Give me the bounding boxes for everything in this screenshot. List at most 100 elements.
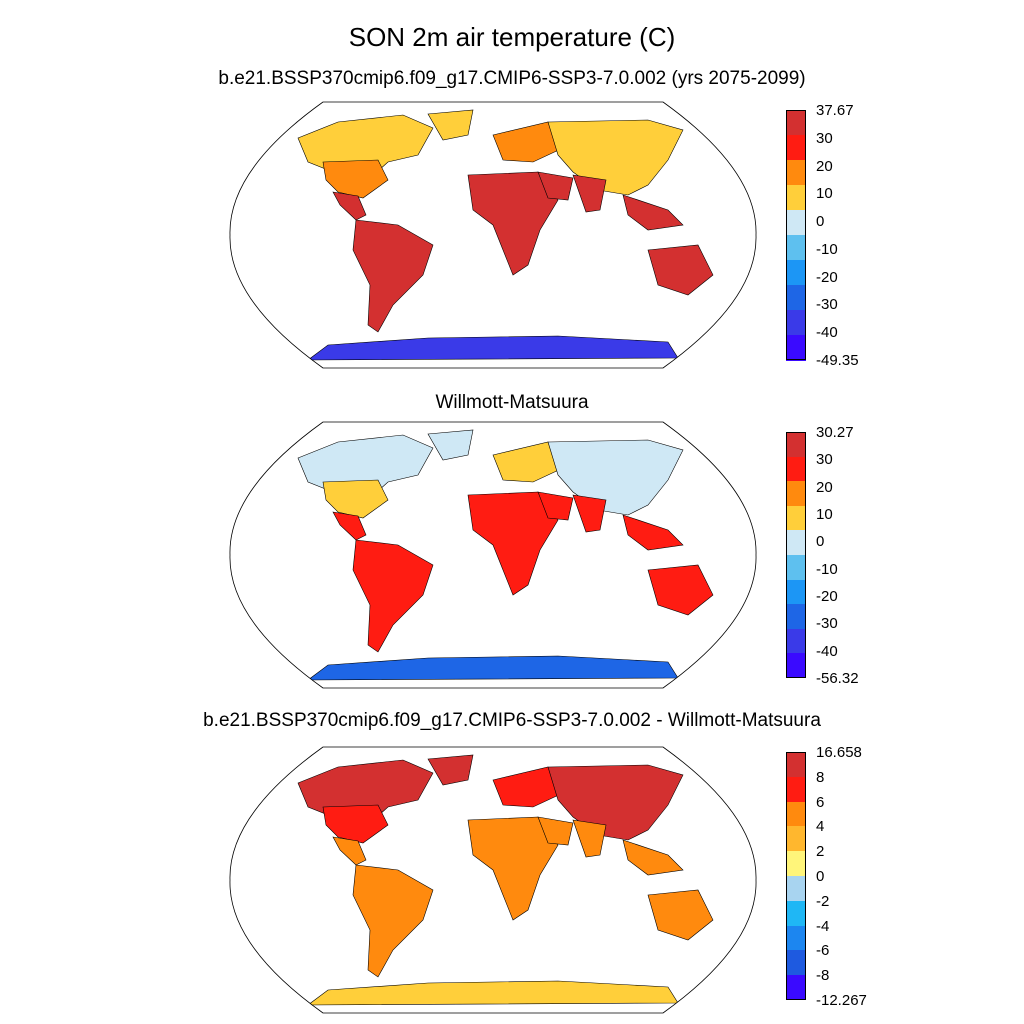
colorbar-label: 20 bbox=[816, 478, 833, 496]
colorbar-frame bbox=[786, 752, 806, 1000]
colorbar-label: -2 bbox=[816, 892, 830, 910]
colorbar-label: -49.35 bbox=[816, 352, 859, 369]
panel-2-colorbar: 30.27 30 20 10 0 -10 -20 -30 -40 -56.32 bbox=[786, 425, 859, 686]
colorbar-box bbox=[786, 950, 806, 976]
antarctica-landmass bbox=[307, 655, 679, 681]
colorbar-box bbox=[786, 851, 806, 877]
colorbar-frame bbox=[786, 110, 806, 360]
figure-title: SON 2m air temperature (C) bbox=[348, 22, 676, 52]
colorbar-box bbox=[786, 185, 806, 211]
colorbar-box bbox=[786, 110, 806, 136]
panel-2-map bbox=[229, 421, 757, 689]
antarctica-landmass bbox=[307, 335, 679, 361]
colorbar-label: -6 bbox=[816, 942, 830, 960]
southAmerica-landmass bbox=[352, 864, 434, 978]
colorbar-box bbox=[786, 925, 806, 951]
colorbar-frame bbox=[786, 432, 806, 678]
centralAm-landmass bbox=[332, 511, 367, 541]
colorbar-box bbox=[786, 505, 806, 531]
india-landmass bbox=[572, 174, 607, 213]
colorbar-box bbox=[786, 555, 806, 581]
colorbar-label: -12.267 bbox=[816, 992, 867, 1009]
southAmerica-landmass bbox=[352, 539, 434, 653]
seAsia-landmass bbox=[622, 839, 684, 876]
colorbar-box bbox=[786, 235, 806, 261]
colorbar-label: -30 bbox=[816, 615, 838, 633]
colorbar-label: -56.32 bbox=[816, 670, 859, 687]
usa-landmass bbox=[322, 159, 389, 199]
colorbar-label: 30 bbox=[816, 451, 833, 469]
colorbar-label: -10 bbox=[816, 560, 838, 578]
colorbar-box bbox=[786, 876, 806, 902]
usa-landmass bbox=[322, 479, 389, 519]
map-outline bbox=[229, 746, 757, 1014]
panel-3-map bbox=[229, 746, 757, 1014]
panel-2-subtitle: Willmott-Matsuura bbox=[435, 392, 589, 413]
australia-landmass bbox=[647, 244, 714, 296]
colorbar-box bbox=[786, 653, 806, 679]
colorbar-box bbox=[786, 210, 806, 236]
colorbar-label: -8 bbox=[816, 967, 830, 985]
colorbar-box bbox=[786, 801, 806, 827]
greenland-landmass bbox=[427, 754, 474, 786]
colorbar-box bbox=[786, 752, 806, 778]
colorbar-box bbox=[786, 628, 806, 654]
colorbar-label: 30 bbox=[816, 129, 833, 147]
colorbar-box bbox=[786, 604, 806, 630]
panel-1-subtitle: b.e21.BSSP370cmip6.f09_g17.CMIP6-SSP3-7.… bbox=[218, 68, 806, 89]
greenland-landmass bbox=[427, 109, 474, 141]
colorbar-box bbox=[786, 826, 806, 852]
colorbar-box bbox=[786, 456, 806, 482]
colorbar-label: 0 bbox=[816, 533, 825, 551]
colorbar-box bbox=[786, 530, 806, 556]
colorbar-box bbox=[786, 285, 806, 311]
colorbar-label: -40 bbox=[816, 324, 838, 342]
colorbar-label: 30.27 bbox=[816, 424, 854, 441]
colorbar-label: -20 bbox=[816, 268, 838, 286]
colorbar-label: 0 bbox=[816, 868, 825, 885]
australia-landmass bbox=[647, 564, 714, 616]
colorbar-label: -20 bbox=[816, 588, 838, 605]
europe-landmass bbox=[492, 121, 564, 163]
colorbar-box bbox=[786, 776, 806, 803]
colorbar-box bbox=[786, 579, 806, 605]
panel-3-subtitle: b.e21.BSSP370cmip6.f09_g17.CMIP6-SSP3-7.… bbox=[203, 710, 821, 731]
map-outline bbox=[229, 421, 757, 689]
panel-1-colorbar: 37.67 30 20 10 0 -10 -20 -30 -40 -49.35 bbox=[786, 103, 859, 368]
panel-3-colorbar: 16.658 8 6 4 2 0 -2 -4 -6 -8 -12.267 bbox=[786, 745, 867, 1008]
colorbar-label: 8 bbox=[816, 768, 825, 786]
colorbar-label: 10 bbox=[816, 185, 833, 203]
panel-1-map bbox=[229, 101, 757, 369]
colorbar-box bbox=[786, 481, 806, 507]
centralAm-landmass bbox=[332, 836, 367, 866]
colorbar-label: -30 bbox=[816, 296, 838, 314]
colorbar-box bbox=[786, 310, 806, 336]
arabia-landmass bbox=[537, 816, 574, 846]
arabia-landmass bbox=[537, 171, 574, 201]
colorbar-label: 37.67 bbox=[816, 102, 854, 119]
colorbar-label: 6 bbox=[816, 793, 825, 811]
colorbar-box bbox=[786, 260, 806, 286]
colorbar-label: 16.658 bbox=[816, 744, 862, 761]
india-landmass bbox=[572, 819, 607, 858]
usa-landmass bbox=[322, 804, 389, 844]
colorbar-box bbox=[786, 135, 806, 161]
colorbar-label: 4 bbox=[816, 818, 825, 836]
australia-landmass bbox=[647, 889, 714, 941]
antarctica-landmass bbox=[307, 980, 679, 1006]
colorbar-box bbox=[786, 160, 806, 186]
map-outline bbox=[229, 101, 757, 369]
colorbar-label: -10 bbox=[816, 240, 838, 258]
colorbar-box bbox=[786, 335, 806, 361]
colorbar-label: 2 bbox=[816, 843, 825, 861]
centralAm-landmass bbox=[332, 191, 367, 221]
colorbar-label: 20 bbox=[816, 157, 833, 175]
southAmerica-landmass bbox=[352, 219, 434, 333]
colorbar-label: -40 bbox=[816, 642, 838, 660]
colorbar-box bbox=[786, 900, 806, 927]
colorbar-label: 0 bbox=[816, 213, 825, 231]
colorbar-label: 10 bbox=[816, 506, 833, 523]
colorbar-box bbox=[786, 975, 806, 1001]
colorbar-box bbox=[786, 432, 806, 458]
india-landmass bbox=[572, 494, 607, 533]
